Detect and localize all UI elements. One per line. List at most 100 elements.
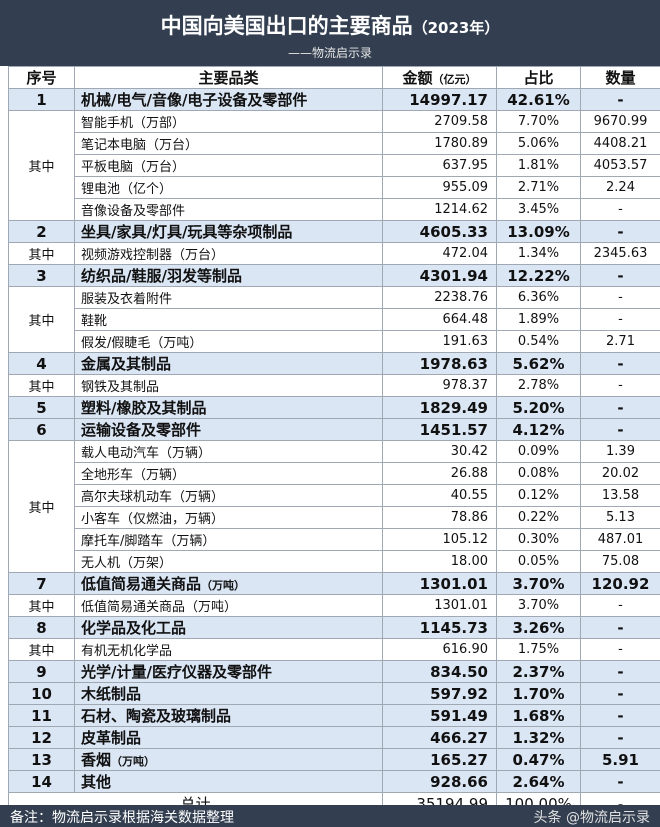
row-group: 其中 [8, 374, 75, 397]
row-share: 0.08% [496, 462, 581, 485]
row-amount: 664.48 [382, 308, 497, 331]
header-row: 序号 主要品类 金额（亿元） 占比 数量 [8, 66, 660, 89]
table-row-main: 10 木纸制品 597.92 1.70% - [8, 682, 660, 705]
row-quantity: 9670.99 [580, 110, 660, 133]
row-share: 3.26% [496, 616, 581, 639]
row-amount: 637.95 [382, 154, 497, 177]
row-share: 42.61% [496, 88, 581, 111]
header-amount-unit: （亿元） [432, 73, 477, 86]
title-text: 中国向美国出口的主要商品 [160, 14, 413, 38]
row-name-text: 坐具/家具/灯具/玩具等杂项制品 [81, 223, 293, 241]
row-name: 皮革制品 [74, 726, 383, 749]
row-amount: 26.88 [382, 462, 497, 485]
row-name: 服装及衣着附件 [74, 286, 383, 309]
row-share: 0.05% [496, 550, 581, 573]
row-quantity: - [580, 704, 660, 727]
row-quantity: - [580, 726, 660, 749]
row-share: 5.62% [496, 352, 581, 375]
row-name-text: 香烟 [81, 751, 112, 769]
row-index: 13 [8, 748, 75, 771]
row-name-text: 其他 [81, 773, 112, 791]
table-row-main: 13 香烟（万吨） 165.27 0.47% 5.91 [8, 748, 660, 771]
header-share: 占比 [496, 66, 581, 89]
row-amount: 616.90 [382, 638, 497, 661]
row-name: 化学品及化工品 [74, 616, 383, 639]
row-name: 视频游戏控制器（万台） [74, 242, 383, 265]
table-row-sub: 全地形车（万辆） 26.88 0.08% 20.02 [9, 462, 660, 485]
row-amount: 1301.01 [382, 572, 497, 595]
row-name: 机械/电气/音像/电子设备及零部件 [74, 88, 383, 111]
row-index: 8 [8, 616, 75, 639]
row-quantity: 2.24 [580, 176, 660, 199]
row-share: 6.36% [496, 286, 581, 309]
row-amount: 597.92 [382, 682, 497, 705]
subtitle: ——物流启示录 [287, 46, 372, 60]
row-quantity: 75.08 [580, 550, 660, 573]
header-index: 序号 [8, 66, 75, 89]
row-name-unit: （万吨） [201, 579, 246, 592]
header-quantity: 数量 [580, 66, 660, 89]
row-quantity: 4408.21 [580, 132, 660, 155]
row-name: 塑料/橡胶及其制品 [74, 396, 383, 419]
row-quantity: - [580, 352, 660, 375]
row-amount: 78.86 [382, 506, 497, 529]
row-quantity: - [580, 88, 660, 111]
row-name: 钢铁及其制品 [74, 374, 383, 397]
row-share: 2.37% [496, 660, 581, 683]
row-index: 6 [8, 418, 75, 441]
row-name: 有机无机化学品 [74, 638, 383, 661]
row-amount: 591.49 [382, 704, 497, 727]
row-name-text: 纺织品/鞋服/羽发等制品 [81, 267, 242, 285]
table-row-main: 8 化学品及化工品 1145.73 3.26% - [8, 616, 660, 639]
row-share: 0.12% [496, 484, 581, 507]
row-quantity: - [580, 396, 660, 419]
row-amount: 4301.94 [382, 264, 497, 287]
row-name: 鞋靴 [74, 308, 383, 331]
row-amount: 191.63 [382, 330, 497, 353]
row-quantity: - [580, 594, 660, 617]
row-name: 木纸制品 [74, 682, 383, 705]
row-quantity: - [580, 638, 660, 661]
row-name: 音像设备及零部件 [74, 198, 383, 221]
table-row-sub: 鞋靴 664.48 1.89% - [9, 308, 660, 331]
row-index: 4 [8, 352, 75, 375]
table-row-main: 7 低值简易通关商品（万吨） 1301.01 3.70% 120.92 [8, 572, 660, 595]
row-share: 1.70% [496, 682, 581, 705]
row-share: 1.32% [496, 726, 581, 749]
row-name: 小客车（仅燃油，万辆） [74, 506, 383, 529]
row-quantity: 1.39 [580, 440, 660, 463]
table-row-sub: 锂电池（亿个） 955.09 2.71% 2.24 [9, 176, 660, 199]
row-name: 低值简易通关商品（万吨） [74, 572, 383, 595]
row-share: 1.68% [496, 704, 581, 727]
table-row-sub: 其中 有机无机化学品 616.90 1.75% - [8, 638, 660, 661]
row-name: 载人电动汽车（万辆） [74, 440, 383, 463]
row-name-text: 光学/计量/医疗仪器及零部件 [81, 663, 272, 681]
row-quantity: - [580, 286, 660, 309]
row-quantity: 2345.63 [580, 242, 660, 265]
row-name: 坐具/家具/灯具/玩具等杂项制品 [74, 220, 383, 243]
row-name-text: 金属及其制品 [81, 355, 172, 373]
row-quantity: 5.91 [580, 748, 660, 771]
row-name-text: 塑料/橡胶及其制品 [81, 399, 207, 417]
table-row-main: 12 皮革制品 466.27 1.32% - [8, 726, 660, 749]
row-name: 高尔夫球机动车（万辆） [74, 484, 383, 507]
row-share: 0.22% [496, 506, 581, 529]
row-share: 7.70% [496, 110, 581, 133]
table-row-main: 5 塑料/橡胶及其制品 1829.49 5.20% - [8, 396, 660, 419]
row-quantity: 20.02 [580, 462, 660, 485]
row-group: 其中 [8, 440, 75, 573]
row-name: 无人机（万架） [74, 550, 383, 573]
row-name-text: 机械/电气/音像/电子设备及零部件 [81, 91, 308, 109]
row-name-unit: （万吨） [111, 755, 156, 768]
row-share: 1.75% [496, 638, 581, 661]
row-group: 其中 [8, 594, 75, 617]
row-quantity: - [580, 770, 660, 793]
row-share: 2.64% [496, 770, 581, 793]
row-name: 金属及其制品 [74, 352, 383, 375]
row-name: 其他 [74, 770, 383, 793]
row-share: 2.71% [496, 176, 581, 199]
row-quantity: - [580, 660, 660, 683]
row-group: 其中 [8, 638, 75, 661]
row-name: 光学/计量/医疗仪器及零部件 [74, 660, 383, 683]
row-quantity: 120.92 [580, 572, 660, 595]
